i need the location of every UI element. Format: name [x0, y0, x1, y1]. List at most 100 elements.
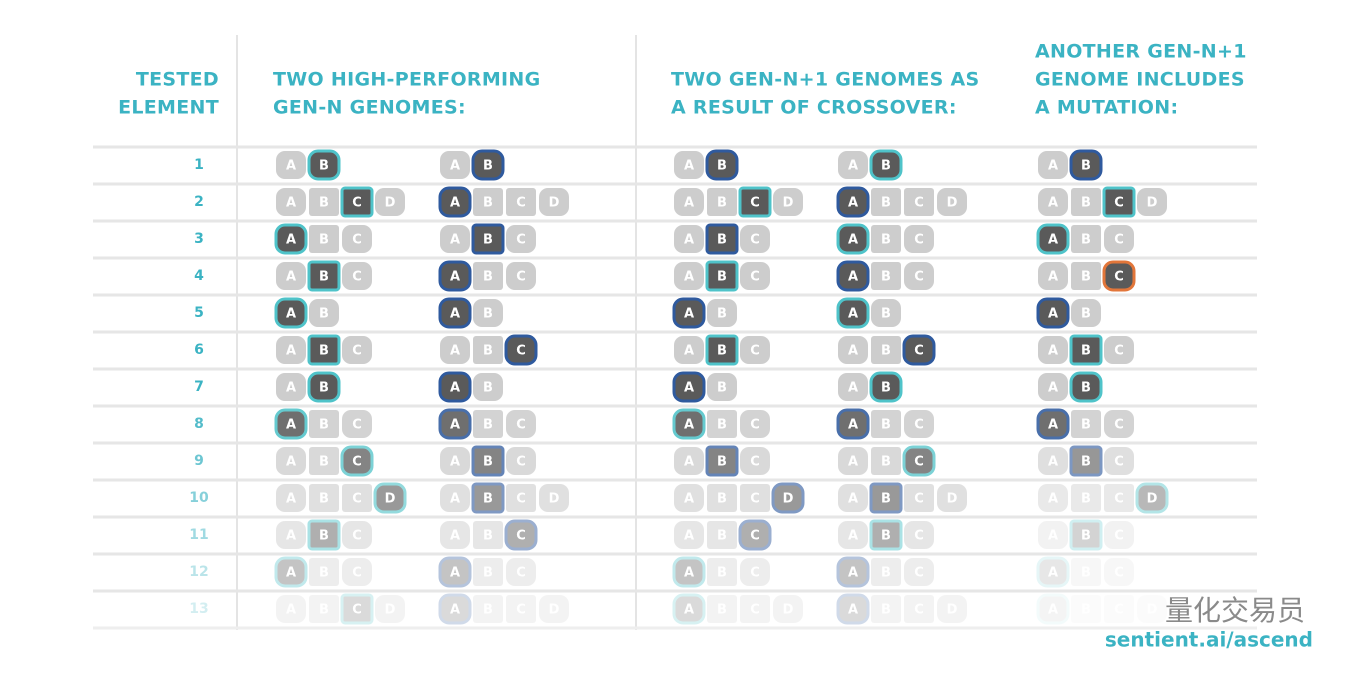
option	[1104, 484, 1134, 512]
option-letter: C	[516, 418, 526, 433]
row: 11 A B C A B C A B C A B C A B C	[189, 519, 1134, 551]
option	[1104, 410, 1134, 438]
option-letter: C	[1114, 233, 1124, 248]
row-number: 1	[194, 157, 204, 173]
option	[309, 225, 339, 253]
option-letter: A	[286, 455, 296, 470]
genome: A B C D	[674, 186, 803, 218]
option-letter: A	[684, 381, 694, 396]
option	[871, 447, 901, 475]
option-letter: B	[881, 603, 891, 618]
option	[1071, 484, 1101, 512]
selected-option	[471, 223, 505, 255]
genome: A B C	[674, 519, 772, 551]
row: 2 A B C D A B C D A B C D A B C D A B C D	[194, 186, 1167, 218]
option	[773, 595, 803, 623]
option-letter: C	[352, 196, 362, 211]
option	[740, 558, 770, 586]
column-header: TWO HIGH-PERFORMING	[273, 69, 541, 91]
selected-option	[836, 593, 870, 625]
option	[740, 595, 770, 623]
option	[740, 447, 770, 475]
option-letter: A	[450, 455, 460, 470]
selected-option	[471, 482, 505, 514]
option	[740, 410, 770, 438]
option-letter: A	[1048, 455, 1058, 470]
option-letter: A	[286, 603, 296, 618]
option-letter: B	[483, 455, 493, 470]
row-number: 12	[189, 564, 208, 580]
option	[473, 558, 503, 586]
option-letter: B	[319, 233, 329, 248]
option	[375, 188, 405, 216]
option	[707, 373, 737, 401]
genome: A B C	[440, 223, 536, 255]
genome: A B C	[674, 223, 770, 255]
option-letter: C	[1114, 529, 1124, 544]
option-letter: C	[1114, 455, 1124, 470]
genome: A B C D	[674, 482, 805, 514]
option-letter: B	[1081, 418, 1091, 433]
option-letter: A	[286, 492, 296, 507]
selected-option	[274, 297, 308, 329]
option-letter: A	[286, 344, 296, 359]
option-letter: A	[684, 159, 694, 174]
option-letter: B	[717, 159, 727, 174]
option-letter: D	[549, 603, 560, 618]
option-letter: C	[352, 529, 362, 544]
selected-option	[438, 371, 472, 403]
selected-option	[1036, 556, 1070, 588]
row-number: 7	[194, 379, 204, 395]
option	[506, 558, 536, 586]
option	[674, 521, 704, 549]
genome: A B C D	[276, 482, 407, 514]
option-letter: A	[1048, 529, 1058, 544]
option-letter: A	[450, 159, 460, 174]
selected-option	[902, 445, 936, 477]
option-letter: B	[1081, 455, 1091, 470]
genome: A B C	[838, 334, 936, 366]
option-letter: D	[783, 603, 794, 618]
option	[342, 262, 372, 290]
option-letter: A	[450, 492, 460, 507]
genome: A B C	[674, 445, 770, 477]
option	[506, 410, 536, 438]
option-letter: A	[684, 492, 694, 507]
option-letter: B	[319, 344, 329, 359]
genome: A B C	[838, 519, 934, 551]
selected-option	[307, 519, 341, 551]
option-letter: B	[881, 270, 891, 285]
genome: A B C	[276, 519, 372, 551]
option	[871, 558, 901, 586]
genome: A B C D	[672, 593, 803, 625]
selected-option	[738, 186, 772, 218]
option	[838, 484, 868, 512]
option	[674, 151, 704, 179]
option	[473, 595, 503, 623]
option-letter: B	[319, 566, 329, 581]
option	[937, 595, 967, 623]
selected-option	[672, 371, 706, 403]
option-letter: B	[319, 529, 329, 544]
option	[904, 262, 934, 290]
selected-option	[1069, 334, 1103, 366]
row-number: 6	[194, 342, 204, 358]
option-letter: A	[684, 307, 694, 322]
option-letter: A	[1048, 381, 1058, 396]
option	[309, 484, 339, 512]
option	[707, 299, 737, 327]
option	[707, 521, 737, 549]
selected-option	[307, 149, 341, 181]
option	[506, 262, 536, 290]
option	[1071, 410, 1101, 438]
option-letter: A	[1048, 159, 1058, 174]
option-letter: A	[450, 603, 460, 618]
genome: A B C	[836, 260, 934, 292]
option-letter: C	[914, 233, 924, 248]
option	[1038, 447, 1068, 475]
option	[539, 188, 569, 216]
row-number: 9	[194, 453, 204, 469]
option-letter: A	[286, 418, 296, 433]
